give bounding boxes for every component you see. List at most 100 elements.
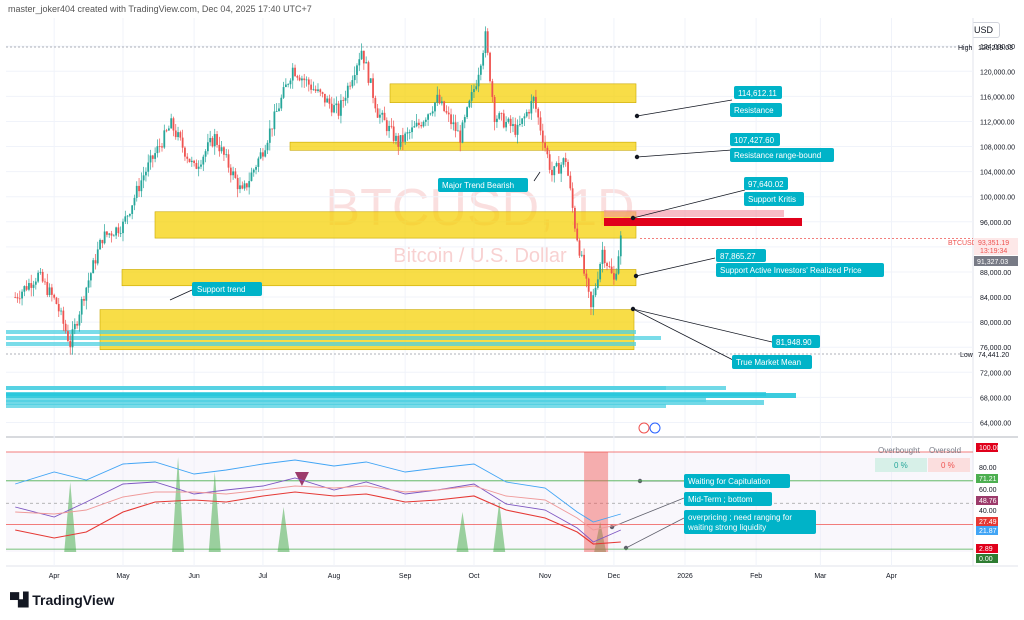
- candle-body: [521, 118, 524, 124]
- candle-body: [44, 281, 46, 283]
- vp-row-6: [6, 404, 666, 408]
- osc-band: [6, 452, 973, 552]
- time-tick-0: Apr: [49, 573, 61, 580]
- high-value: 126,219.03: [978, 45, 1013, 52]
- candle-body: [60, 310, 62, 312]
- candle-body: [463, 117, 466, 123]
- candle-body: [468, 100, 471, 108]
- candle-body: [225, 154, 228, 156]
- candle-body: [365, 62, 368, 64]
- candle-body: [216, 134, 218, 145]
- candle-body: [615, 273, 618, 280]
- candle-body: [479, 65, 482, 75]
- events-flag-icon[interactable]: [638, 422, 650, 434]
- resistance-zone: [389, 83, 637, 103]
- events-flag-icon-2[interactable]: [649, 422, 661, 434]
- candle-body: [229, 167, 232, 176]
- candle-body: [443, 101, 446, 112]
- candle-body: [16, 297, 19, 299]
- candle-body: [101, 239, 104, 244]
- candle-body: [596, 279, 599, 288]
- candle-body: [323, 93, 326, 103]
- time-tick-6: Oct: [469, 573, 480, 580]
- candle-body: [80, 298, 83, 315]
- time-tick-2: Jun: [188, 573, 199, 580]
- candle-body: [186, 156, 189, 159]
- osc-tick-6: 27.49: [979, 519, 997, 526]
- overbought-box: [875, 458, 927, 472]
- candle-body: [411, 127, 413, 133]
- candle-body: [204, 151, 207, 157]
- candle-body: [248, 181, 251, 188]
- candle-body: [294, 67, 296, 77]
- candle-body: [18, 298, 21, 300]
- candle-body: [427, 114, 429, 120]
- osc-series-1: [15, 477, 621, 543]
- candles: [14, 26, 973, 355]
- chart-canvas[interactable]: BTCUSD, 1D Bitcoin / U.S. Dollar 124,000…: [0, 0, 1024, 590]
- candle-body: [537, 108, 540, 118]
- candle-body: [496, 118, 498, 123]
- candle-body: [188, 158, 191, 163]
- candle-body: [358, 59, 361, 66]
- candle-body: [434, 102, 436, 112]
- candle-body: [195, 162, 198, 169]
- candle-body: [381, 112, 384, 115]
- candle-body: [523, 116, 526, 119]
- tradingview-logo[interactable]: ▀▟ TradingView: [10, 592, 114, 608]
- candle-body: [512, 124, 514, 127]
- candle-body: [461, 122, 464, 143]
- vp-band-a: [6, 386, 726, 390]
- label-support-active-investors: Support Active Investors' Realized Price: [720, 266, 862, 275]
- candle-body: [85, 287, 88, 301]
- resistance-range-bound-zone: [289, 141, 637, 151]
- candle-body: [67, 331, 69, 341]
- candle-body: [548, 154, 551, 170]
- candle-body: [507, 118, 510, 122]
- candle-body: [94, 260, 97, 264]
- time-tick-11: Mar: [814, 573, 827, 580]
- price-tick-7: 96,000.00: [980, 220, 1011, 227]
- osc-capitulation-zone: [584, 452, 609, 552]
- candle-body: [452, 122, 455, 125]
- candle-body: [179, 132, 182, 138]
- candle-body: [252, 169, 255, 173]
- candle-body: [330, 103, 333, 113]
- watermark-name: Bitcoin / U.S. Dollar: [393, 245, 567, 267]
- price-tick-12: 76,000.00: [980, 345, 1011, 352]
- price-tick-2: 116,000.00: [980, 94, 1015, 101]
- candle-body: [23, 286, 26, 292]
- candle-body: [278, 108, 280, 112]
- candle-body: [493, 97, 496, 123]
- label-resistance-range-bound: Resistance range-bound: [734, 151, 821, 160]
- candle-body: [99, 239, 101, 250]
- candle-body: [362, 50, 365, 64]
- vp-row-1: [6, 336, 661, 340]
- candle-body: [87, 280, 90, 288]
- price-tick-3: 112,000.00: [980, 119, 1015, 126]
- candle-body: [392, 126, 395, 141]
- candle-body: [223, 147, 225, 155]
- candle-body: [367, 62, 370, 83]
- candle-body: [314, 89, 317, 92]
- candle-body: [213, 134, 216, 147]
- osc-tick-3: 60.00: [979, 487, 997, 494]
- label-value-87865: 87,865.27: [720, 252, 756, 261]
- candle-body: [335, 103, 338, 106]
- candle-body: [489, 52, 491, 82]
- time-tick-5: Sep: [399, 573, 412, 580]
- candle-body: [78, 314, 81, 326]
- candle-body: [69, 340, 72, 348]
- time-tick-1: May: [116, 573, 130, 580]
- tradingview-logo-text: TradingView: [32, 592, 115, 608]
- candle-body: [326, 98, 329, 103]
- osc-spike-1: [172, 457, 185, 552]
- candle-body: [206, 142, 209, 152]
- candle-body: [551, 169, 553, 176]
- candle-body: [89, 273, 92, 281]
- label-overpricing-1: overpricing ; need ranging for: [688, 513, 792, 522]
- candle-body: [342, 100, 345, 101]
- osc-badge-6: [976, 517, 998, 526]
- candle-body: [438, 94, 441, 104]
- candle-body: [156, 146, 159, 154]
